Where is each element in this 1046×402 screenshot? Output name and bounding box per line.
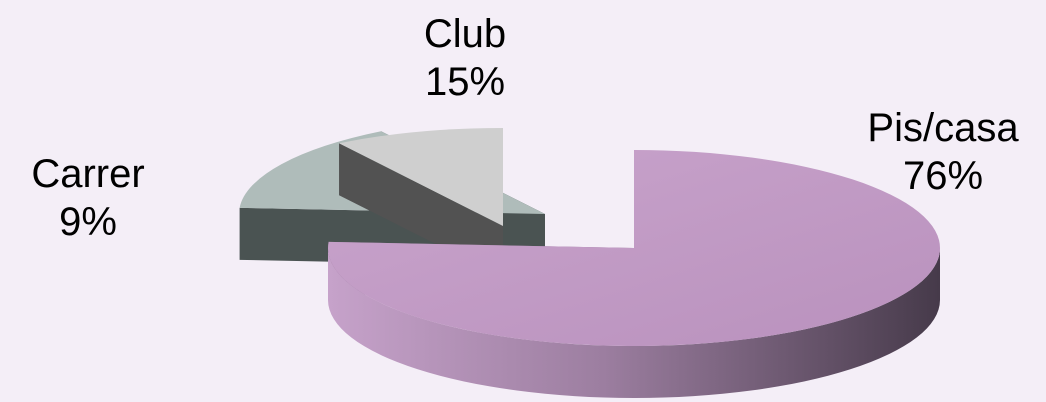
- slice-name-carrer: Carrer: [31, 152, 145, 196]
- slice-label-club: Club 15%: [400, 10, 530, 106]
- slice-percent-carrer: 9%: [59, 200, 117, 244]
- slice-percent-pis-casa: 76%: [902, 154, 984, 198]
- slice-top: [327, 150, 940, 346]
- pie-slice-carrer: [339, 128, 503, 278]
- slice-rim: [328, 248, 940, 398]
- pie-slice-pis-casa: [327, 150, 940, 398]
- slice-label-carrer: Carrer 9%: [0, 150, 176, 246]
- slice-name-club: Club: [423, 12, 507, 56]
- slice-name-pis-casa: Pis/casa: [867, 106, 1019, 150]
- slice-top: [339, 128, 503, 226]
- slice-percent-club: 15%: [424, 60, 506, 104]
- slice-label-pis-casa: Pis/casa 76%: [840, 104, 1046, 200]
- slice-side-wall: [339, 143, 503, 278]
